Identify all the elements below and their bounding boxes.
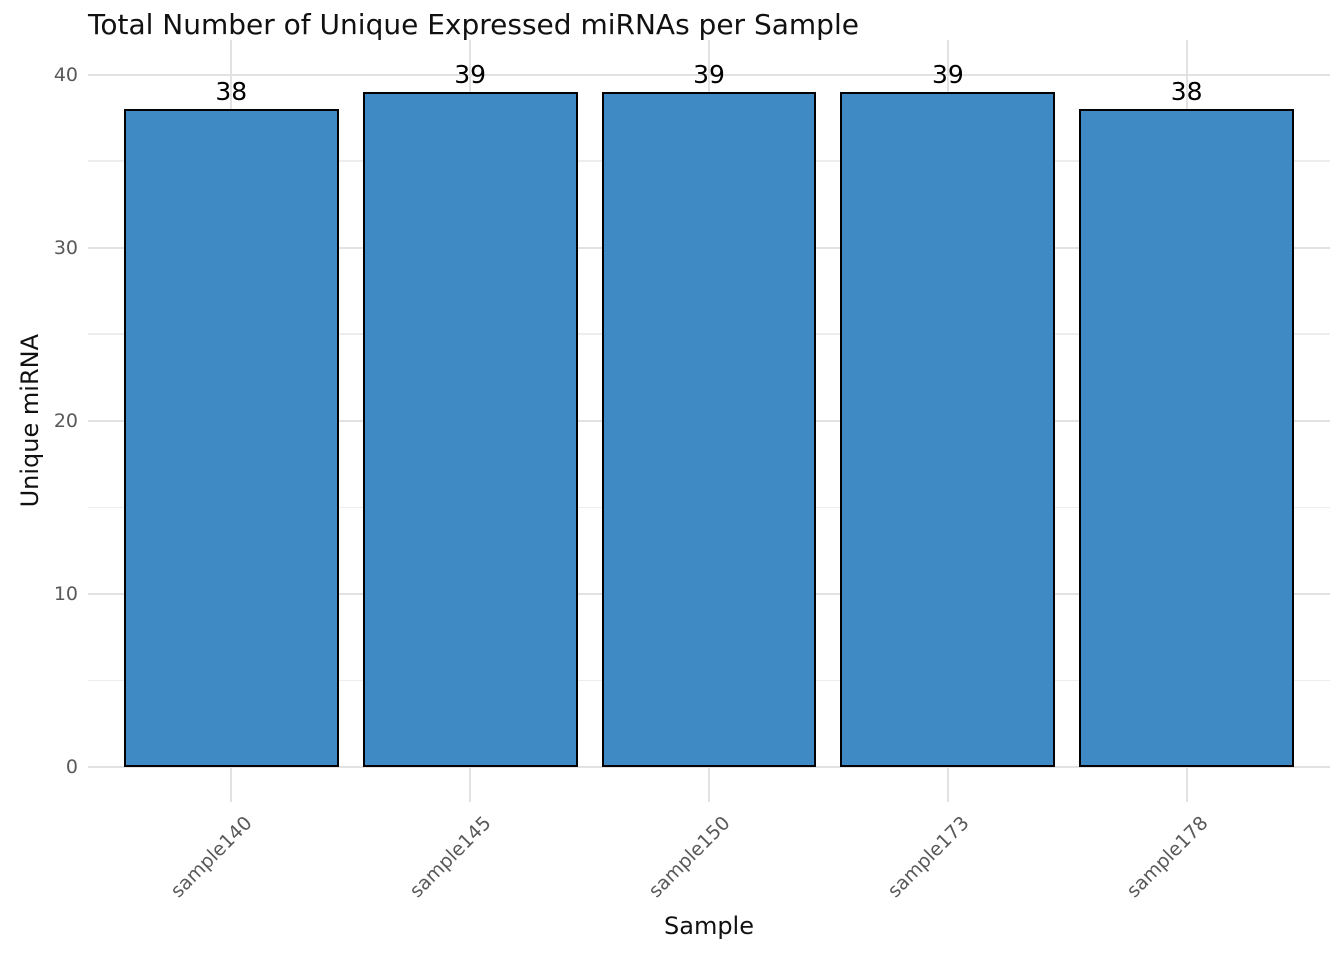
- plot-area: 38 39 39 39 38: [88, 40, 1330, 802]
- bar-sample173: [840, 91, 1056, 768]
- bar-value-label-sample150: 39: [693, 59, 725, 89]
- chart-title: Total Number of Unique Expressed miRNAs …: [88, 8, 859, 41]
- y-tick-label-10: 10: [53, 583, 78, 606]
- bar-sample178: [1079, 109, 1295, 768]
- y-tick-label-30: 30: [53, 236, 78, 259]
- bar-sample150: [601, 91, 817, 768]
- x-tick-label-sample150: sample150: [644, 812, 735, 903]
- bar-value-label-sample140: 38: [215, 77, 248, 107]
- x-tick-label-sample178: sample178: [1122, 812, 1213, 903]
- bar-value-label-sample145: 39: [454, 59, 487, 89]
- y-tick-label-20: 20: [53, 410, 78, 432]
- x-tick-label-sample173: sample173: [883, 812, 974, 903]
- bar-value-label-sample178: 38: [1170, 77, 1203, 107]
- bar-value-label-sample173: 39: [931, 59, 964, 89]
- y-tick-label-40: 40: [53, 63, 78, 86]
- x-tick-label-sample145: sample145: [405, 812, 496, 903]
- bar-sample140: [123, 109, 339, 768]
- x-tick-label-sample140: sample140: [166, 812, 257, 903]
- y-tick-label-0: 0: [65, 756, 78, 779]
- x-axis-title: Sample: [664, 912, 754, 940]
- bar-sample145: [362, 91, 578, 768]
